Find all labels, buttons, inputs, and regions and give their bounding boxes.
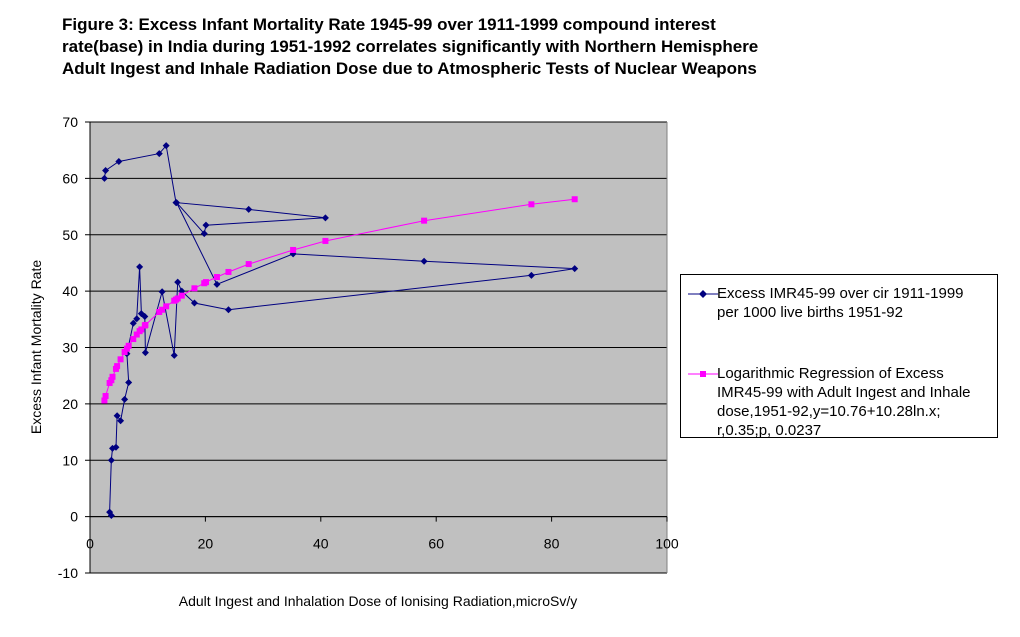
data-point [202,279,209,286]
data-point [174,278,182,286]
y-tick-label: 60 [62,170,78,186]
y-tick-label: 0 [70,509,78,525]
data-point [527,271,535,279]
data-point [102,392,109,399]
data-point [117,417,125,425]
data-point [162,142,170,150]
axes [85,121,668,574]
series-1 [100,142,579,519]
data-point [130,336,137,343]
square-marker-icon [688,371,718,377]
data-point [114,363,121,370]
data-point [129,319,137,327]
y-tick-label: 10 [62,452,78,468]
data-point [121,395,129,403]
data-point [213,274,220,281]
legend: Excess IMR45-99 over cir 1911-1999 per 1… [680,274,998,439]
data-point [290,246,297,253]
data-point [100,174,108,182]
data-point [158,288,166,296]
data-point [108,377,115,384]
data-point [113,412,121,420]
data-point [321,214,329,222]
data-point [163,303,170,310]
data-point [174,295,181,302]
y-axis-label: Excess Infant Mortality Rate [28,260,44,435]
x-tick-label: 20 [198,536,214,552]
data-point [115,157,123,165]
x-tick-label: 40 [313,536,329,552]
data-point [117,356,124,363]
data-point [571,265,579,273]
x-tick-label: 80 [544,536,560,552]
chart-title: Figure 3: Excess Infant Mortality Rate 1… [62,14,882,80]
data-point [102,166,110,174]
data-point [159,306,166,313]
legend-label-regression: Logarithmic Regression of Excess IMR45-9… [717,365,971,439]
x-tick-label: 60 [428,536,444,552]
data-point [138,326,145,333]
data-point [245,261,252,268]
diamond-marker-icon [688,290,718,298]
data-point [121,349,128,356]
data-point [191,285,198,292]
x-tick-label: 100 [655,536,679,552]
series-layer [100,142,579,519]
data-point [173,199,181,207]
data-point [528,201,535,208]
data-point [107,456,115,464]
series-2 [101,196,578,404]
data-point [245,205,253,213]
y-tick-label: 30 [62,340,78,356]
data-point [133,315,141,323]
x-tick-label: 0 [86,536,94,552]
data-point [136,263,144,271]
data-point [421,217,428,224]
data-point [109,444,117,452]
y-tick-label: -10 [58,565,78,581]
data-point [170,351,178,359]
title-line-1: Figure 3: Excess Infant Mortality Rate 1… [62,15,716,34]
y-tick-label: 70 [62,114,78,130]
data-point [571,196,578,203]
title-line-2: rate(base) in India during 1951-1992 cor… [62,37,759,56]
data-point [322,237,329,244]
data-point [178,292,185,299]
y-tick-label: 20 [62,396,78,412]
data-point [125,378,133,386]
y-tick-label: 50 [62,227,78,243]
y-tick-label: 40 [62,283,78,299]
data-point [202,221,210,229]
data-point [133,331,140,338]
data-point [109,373,116,380]
data-point [125,342,132,349]
data-point [190,299,198,307]
data-point [142,321,149,328]
data-point [200,230,208,238]
data-point [155,150,163,158]
tick-labels: -10 0 10 20 30 40 50 60 70 0 20 40 60 80 100 [58,114,679,581]
data-point [213,280,221,288]
title-line-3: Adult Ingest and Inhale Radiation Dose d… [62,59,757,78]
data-point [137,310,145,318]
data-point [225,268,232,275]
data-point [107,511,115,519]
x-axis-label: Adult Ingest and Inhalation Dose of Ioni… [179,593,577,609]
data-point [224,306,232,314]
legend-label-observed: Excess IMR45-99 over cir 1911-1999 per 1… [717,285,964,321]
data-point [101,397,108,404]
data-point [141,349,149,357]
series-line [103,144,575,516]
data-point [420,257,428,265]
